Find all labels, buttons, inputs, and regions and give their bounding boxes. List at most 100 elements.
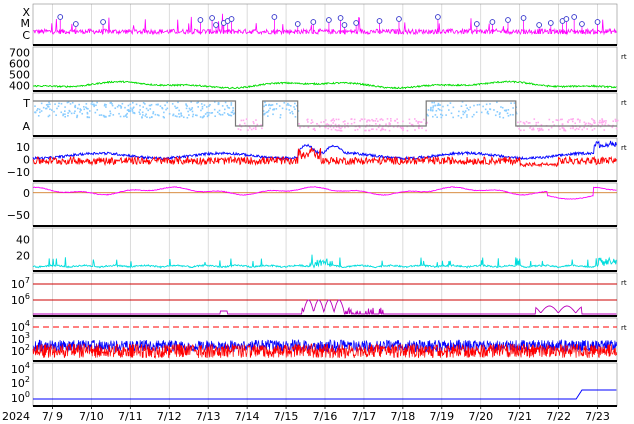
sector-dot bbox=[561, 118, 563, 121]
sector-dot bbox=[123, 115, 125, 118]
sector-dot bbox=[413, 118, 416, 120]
sector-dot bbox=[533, 118, 536, 120]
sector-dot bbox=[486, 112, 489, 114]
sector-dot bbox=[228, 114, 230, 116]
sector-dot bbox=[218, 113, 221, 115]
sector-dot bbox=[109, 102, 112, 104]
xray-peak-marker bbox=[594, 19, 601, 25]
sector-dot bbox=[325, 123, 328, 126]
sector-dot bbox=[476, 104, 479, 106]
sector-dot bbox=[144, 103, 146, 105]
xray-peak-marker bbox=[473, 21, 480, 27]
sector-dot bbox=[507, 115, 510, 117]
sector-dot bbox=[329, 126, 332, 128]
proton-tick-label-0: 104 bbox=[11, 319, 30, 334]
sector-dot bbox=[69, 110, 71, 113]
bz-tick-label-1: 0 bbox=[23, 154, 30, 167]
sector-dot bbox=[611, 126, 614, 129]
xray-peak-marker bbox=[57, 14, 64, 20]
sector-dot bbox=[571, 120, 574, 123]
xray-peak-marker bbox=[197, 17, 204, 23]
sector-dot bbox=[307, 121, 309, 123]
xray-series bbox=[32, 13, 617, 36]
sector-dot bbox=[324, 119, 327, 121]
sector-dot bbox=[253, 122, 255, 125]
sector-dot bbox=[197, 101, 199, 104]
sector-dot bbox=[540, 128, 542, 131]
sector-dot bbox=[142, 102, 145, 104]
sector-dot bbox=[307, 126, 310, 129]
sector-dot bbox=[320, 121, 322, 124]
sector-dot bbox=[390, 120, 392, 122]
sector-dot bbox=[498, 113, 501, 116]
xray-peak-marker bbox=[520, 15, 527, 21]
sector-dot bbox=[462, 110, 464, 113]
sector-dot bbox=[540, 127, 543, 130]
sector-dot bbox=[289, 112, 292, 114]
sector-dot bbox=[196, 102, 198, 104]
sector-dot bbox=[228, 107, 231, 109]
sector-dot bbox=[230, 104, 233, 106]
sector-dot bbox=[434, 104, 437, 107]
sector-dot bbox=[375, 123, 377, 125]
sector-dot bbox=[242, 119, 245, 122]
sector-dot bbox=[232, 113, 235, 115]
sector-dot bbox=[55, 114, 57, 116]
sector-dot bbox=[74, 110, 76, 113]
sector-dot bbox=[469, 106, 472, 109]
sector-dot bbox=[523, 129, 525, 132]
proton-tick-label-1: 103 bbox=[11, 331, 30, 346]
sector-dot bbox=[261, 127, 263, 130]
xray-tick-label-X: X bbox=[22, 6, 30, 19]
sector-dot bbox=[180, 112, 182, 115]
sector-dot bbox=[98, 114, 101, 116]
sector-dot bbox=[435, 109, 438, 112]
sector-dot bbox=[371, 118, 373, 121]
xray-tick-label-M: M bbox=[21, 17, 31, 30]
sector-dot bbox=[231, 111, 234, 114]
sector-dot bbox=[378, 123, 381, 126]
sector-dot bbox=[70, 112, 73, 115]
sector-dot bbox=[572, 127, 574, 130]
sector-dot bbox=[555, 119, 558, 121]
sector-dot bbox=[599, 119, 601, 122]
sector-dot bbox=[109, 110, 111, 113]
sector-dot bbox=[209, 103, 211, 106]
sector-dot bbox=[418, 120, 420, 123]
sector-dot bbox=[532, 127, 535, 130]
sector-dot bbox=[593, 127, 596, 130]
sector-dot bbox=[294, 102, 296, 105]
sector-dot bbox=[117, 104, 120, 107]
sector-dot bbox=[587, 122, 590, 125]
sector-dot bbox=[200, 103, 203, 105]
sector-dot bbox=[132, 101, 134, 104]
sector-dot bbox=[208, 111, 210, 114]
x-tick-label: 7/16 bbox=[313, 410, 338, 423]
sector-dot bbox=[185, 104, 188, 106]
sector-dot bbox=[142, 106, 145, 108]
sector-dot bbox=[489, 103, 491, 105]
sector-dot bbox=[406, 129, 409, 132]
sector-dot bbox=[589, 123, 592, 125]
sector-dot bbox=[163, 116, 165, 119]
sector-dot bbox=[372, 128, 374, 130]
sector-dot bbox=[517, 121, 519, 124]
sector-dot bbox=[120, 106, 123, 108]
sector-dot bbox=[330, 128, 333, 131]
x-tick-label: 7/10 bbox=[79, 410, 104, 423]
sector-dot bbox=[374, 120, 377, 122]
sector-dot bbox=[339, 129, 342, 132]
sector-dot bbox=[186, 105, 188, 107]
sector-dot bbox=[47, 115, 50, 118]
xray-peak-marker bbox=[310, 19, 317, 25]
sector-dot bbox=[201, 116, 204, 119]
sector-dot bbox=[96, 109, 99, 111]
x-tick-label: 7/14 bbox=[235, 410, 260, 423]
sector-dot bbox=[411, 123, 414, 126]
sector-dot bbox=[567, 121, 569, 124]
sector-dot bbox=[402, 120, 404, 123]
ae-series bbox=[32, 254, 617, 269]
sector-dot bbox=[197, 106, 199, 108]
sector-dot bbox=[172, 114, 174, 117]
sector-dot bbox=[163, 111, 165, 114]
